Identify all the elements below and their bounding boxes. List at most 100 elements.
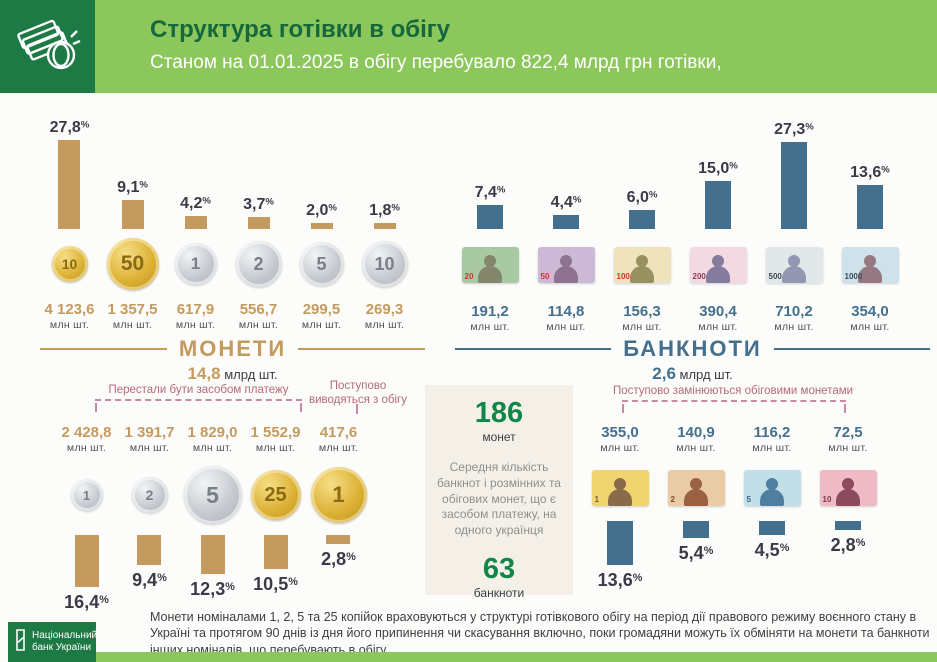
coin-1-silver: 1	[174, 243, 217, 285]
banknotes-per-capita-label: банкноти	[473, 586, 525, 601]
percent-sign: %	[80, 119, 90, 131]
count-value: 617,9	[176, 301, 215, 318]
count-unit: млн шт.	[301, 319, 342, 331]
percent-sign: %	[881, 164, 890, 176]
note-denomination: 200	[692, 272, 706, 281]
count-value: 556,7	[239, 301, 278, 318]
count-unit: млн шт.	[175, 319, 216, 331]
percent-value: 7,4	[474, 184, 497, 201]
item-area: 20	[461, 233, 519, 297]
banknote-500: 500	[765, 247, 823, 283]
nbu-logo: Національний банк України	[8, 622, 97, 662]
coins_top-column-2: 3,7% 2 556,7 млн шт.	[227, 115, 290, 331]
item-area: 100	[613, 233, 671, 297]
bar	[629, 210, 655, 229]
person-silhouette	[858, 255, 882, 283]
divider-line	[298, 348, 426, 350]
dashed-tick-middle	[356, 404, 358, 414]
banknotes_top-column-500: 27,3% 500 710,2 млн шт.	[756, 115, 832, 333]
percent-sign: %	[805, 121, 814, 133]
bar	[58, 140, 81, 229]
percent-label: 13,6%	[850, 164, 890, 182]
percent-value: 4,2	[180, 195, 203, 212]
bar-area: 3,7%	[243, 115, 274, 229]
coins_bottom-column-2: 1 391,7 млн шт. 2 9,4%	[118, 418, 181, 613]
count-value: 1 552,9	[250, 424, 301, 441]
percent-value: 27,3	[774, 121, 806, 138]
coins_bottom-column-1: 2 428,8 млн шт. 1 16,4%	[55, 418, 118, 613]
bar-area: 4,4%	[551, 115, 582, 229]
coins_top-column-5: 2,0% 5 299,5 млн шт.	[290, 115, 353, 331]
percent-label: 16,4%	[64, 592, 109, 613]
count-unit: млн шт.	[752, 442, 792, 454]
bar-area: 13,6%	[850, 115, 890, 229]
bar	[373, 223, 396, 229]
banknotes_bottom-column-10: 72,5 млн шт. 10 2,8%	[810, 418, 886, 591]
banknote-1: 1	[591, 470, 649, 506]
percent-sign: %	[99, 594, 109, 607]
coins-title-label: МОНЕТИ	[178, 336, 287, 361]
bar-area: 12,3%	[190, 532, 235, 600]
count-unit: млн шт.	[850, 321, 890, 333]
item-area: 10	[819, 458, 877, 518]
money-stack-coin-icon	[15, 13, 81, 80]
item-area: 1000	[841, 233, 899, 297]
count-unit: млн шт.	[364, 319, 405, 331]
item-area: 1	[591, 458, 649, 518]
bar	[553, 215, 579, 229]
bar	[758, 521, 785, 535]
bar	[682, 521, 709, 538]
percent-label: 2,0%	[306, 202, 337, 220]
percent-value: 9,4	[132, 570, 158, 590]
percent-sign: %	[648, 189, 658, 201]
percent-label: 2,8%	[831, 535, 866, 556]
annotation-stopped-legal-tender: Перестали бути засобом платежу	[108, 384, 289, 396]
banknote-2: 2	[667, 470, 725, 506]
page-subtitle: Станом на 01.01.2025 в обігу перебувало …	[150, 52, 722, 73]
percent-label: 6,0%	[627, 189, 658, 207]
divider-line	[773, 348, 930, 350]
item-area: 2	[667, 458, 725, 518]
count-unit: млн шт.	[66, 442, 107, 454]
item-area: 25	[250, 458, 301, 532]
percent-sign: %	[139, 179, 148, 191]
bar	[780, 142, 807, 229]
coins_top-column-10: 1,8% 10 269,3 млн шт.	[353, 115, 416, 331]
percent-sign: %	[572, 194, 582, 206]
count-unit: млн шт.	[470, 321, 510, 333]
percent-label: 9,1%	[117, 179, 148, 197]
page-title: Структура готівки в обігу	[150, 16, 451, 43]
count-value: 4 123,6	[44, 301, 95, 318]
banknotes_top-column-20: 7,4% 20 191,2 млн шт.	[452, 115, 528, 333]
percent-sign: %	[202, 195, 211, 207]
percent-label: 27,8%	[50, 119, 90, 137]
coins-total-value: 14,8	[187, 364, 221, 383]
note-denomination: 10	[822, 495, 832, 504]
divider-line	[40, 348, 167, 350]
banknotes_bottom-column-1: 355,0 млн шт. 1 13,6%	[582, 418, 658, 591]
percent-value: 27,8	[49, 119, 81, 136]
percent-value: 15,0	[698, 160, 730, 177]
person-silhouette	[554, 255, 578, 283]
bar-area: 2,0%	[306, 115, 337, 229]
bar	[74, 535, 99, 587]
coin-2-silver: 2	[131, 477, 168, 513]
coin-5-silver: 5	[183, 466, 242, 524]
item-area: 5	[299, 233, 344, 295]
bar-area: 9,4%	[132, 532, 167, 591]
chart-withdrawn-coins: 2 428,8 млн шт. 1 16,4% 1 391,7 млн шт. 2 9,4% 1…	[55, 418, 370, 613]
coins_top-column-50: 9,1% 50 1 357,5 млн шт.	[101, 115, 164, 331]
count-value: 390,4	[699, 303, 737, 320]
percent-sign: %	[265, 196, 274, 208]
footer-note: Монети номіналами 1, 2, 5 та 25 копійок …	[150, 610, 930, 657]
count-value: 417,6	[319, 424, 358, 441]
percent-value: 9,1	[117, 179, 140, 196]
count-value: 156,3	[623, 303, 661, 320]
bar	[247, 217, 270, 229]
banknotes-section-header: БАНКНОТИ 2,6 млрд шт.	[455, 336, 930, 384]
banknotes_top-column-200: 15,0% 200 390,4 млн шт.	[680, 115, 756, 333]
nbu-emblem-icon	[14, 628, 27, 656]
percent-value: 13,6	[850, 164, 882, 181]
percent-value: 13,6	[597, 570, 633, 590]
count-value: 116,2	[753, 424, 791, 441]
